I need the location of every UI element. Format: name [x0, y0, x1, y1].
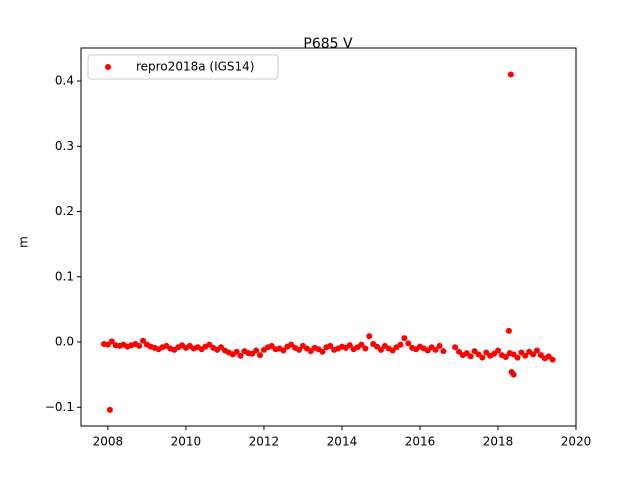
- data-point: [401, 335, 408, 342]
- data-point: [510, 371, 517, 378]
- data-point: [505, 327, 512, 334]
- data-point: [397, 341, 404, 348]
- data-point: [467, 353, 474, 360]
- y-tick-label: −0.1: [45, 400, 74, 414]
- data-point: [533, 347, 540, 354]
- data-point: [494, 347, 501, 354]
- data-point: [253, 347, 260, 354]
- data-point: [346, 342, 353, 349]
- y-tick-label: 0.4: [55, 74, 74, 88]
- data-point: [436, 342, 443, 349]
- data-point: [237, 352, 244, 359]
- data-point: [522, 352, 529, 359]
- data-point: [432, 346, 439, 353]
- data-point: [405, 340, 412, 347]
- legend-box: [87, 54, 279, 80]
- y-tick-label: 0.3: [55, 139, 74, 153]
- data-point: [502, 354, 509, 361]
- data-point: [362, 345, 369, 352]
- data-point: [514, 354, 521, 361]
- data-point: [280, 347, 287, 354]
- legend-label: repro2018a (IGS14): [136, 60, 254, 74]
- x-tick-label: 2010: [171, 435, 202, 449]
- x-tick-label: 2014: [327, 435, 358, 449]
- data-point: [233, 348, 240, 355]
- x-tick-label: 2018: [483, 435, 514, 449]
- data-point: [319, 348, 326, 355]
- data-point: [366, 333, 373, 340]
- y-tick-label: 0.2: [55, 204, 74, 218]
- plot-frame: [80, 47, 577, 427]
- data-point: [327, 342, 334, 349]
- chart-title: P685 V: [303, 36, 353, 52]
- data-point: [530, 351, 537, 358]
- data-point: [549, 356, 556, 363]
- data-point: [296, 346, 303, 353]
- data-point: [358, 341, 365, 348]
- data-point: [440, 348, 447, 355]
- data-point: [108, 338, 115, 345]
- data-point: [452, 344, 459, 351]
- x-tick-label: 2020: [561, 435, 592, 449]
- y-tick-label: 0.0: [55, 335, 74, 349]
- x-tick-label: 2016: [405, 435, 436, 449]
- data-point: [507, 71, 514, 78]
- data-point: [377, 346, 384, 353]
- x-tick-label: 2012: [249, 435, 280, 449]
- data-point: [106, 406, 113, 413]
- y-tick-label: 0.1: [55, 269, 74, 283]
- data-point: [140, 337, 147, 344]
- data-point: [479, 354, 486, 361]
- x-tick-label: 2008: [93, 435, 124, 449]
- legend-marker: [105, 64, 111, 70]
- data-point: [136, 342, 143, 349]
- data-point: [257, 352, 264, 359]
- y-axis-label: m: [17, 236, 31, 248]
